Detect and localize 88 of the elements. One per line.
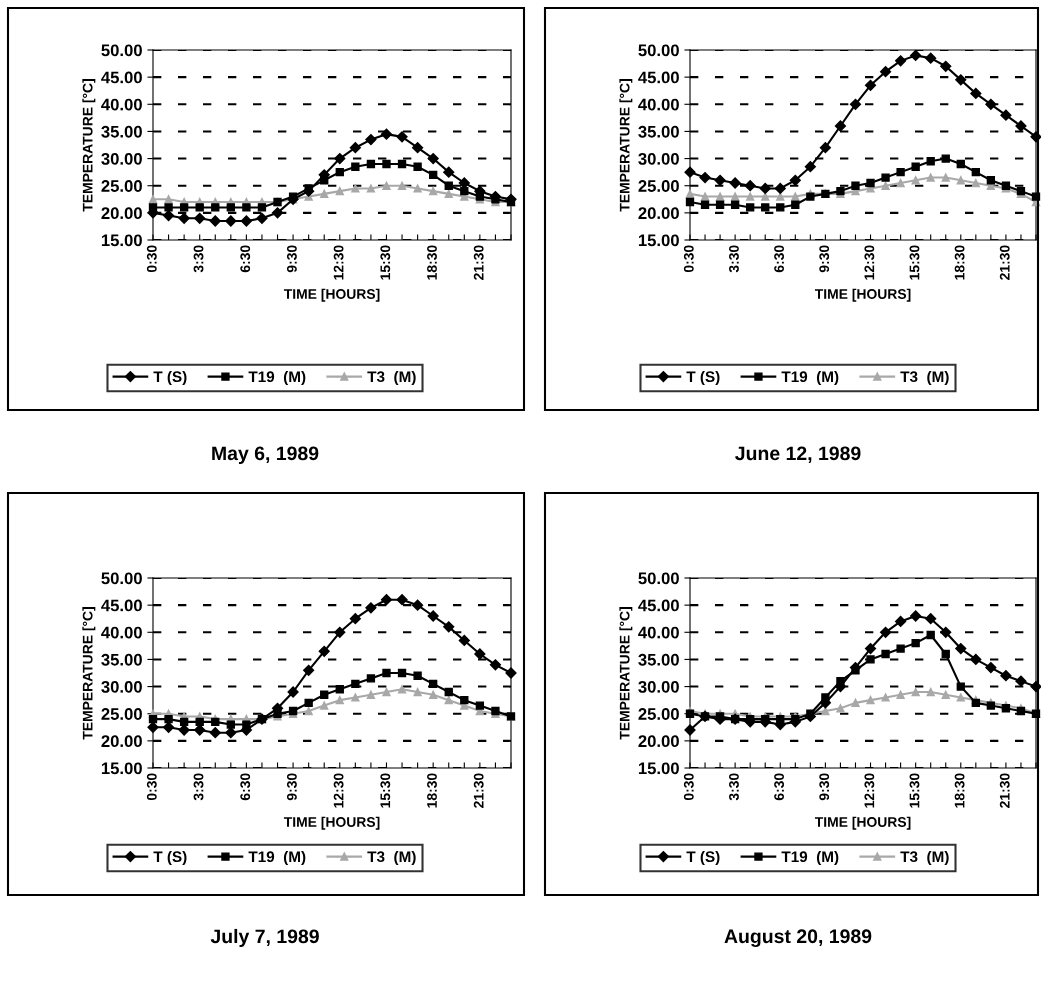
- y-tick-label: 15.00: [638, 234, 679, 247]
- x-tick-label: 15:30: [380, 245, 391, 280]
- y-tick-label: 40.00: [638, 626, 679, 639]
- y-tick-label: 30.00: [101, 680, 142, 693]
- x-tick-label: 0:30: [146, 773, 157, 801]
- x-tick-label: 21:30: [999, 773, 1010, 808]
- x-tick-label: 3:30: [193, 773, 204, 801]
- x-tick-label: 9:30: [286, 245, 297, 273]
- x-tick-label: 3:30: [729, 773, 739, 801]
- y-tick-label: 15.00: [101, 234, 142, 247]
- x-tick-label: 0:30: [683, 245, 694, 273]
- legend-label: T3 (M): [367, 850, 416, 866]
- text: June 12, 1989: [735, 446, 861, 464]
- x-tick-label: 21:30: [473, 773, 484, 808]
- y-tick-label: 45.00: [101, 71, 142, 84]
- y-axis-title: TEMPERATURE [°C]: [82, 79, 96, 212]
- y-tick-label: 50.00: [638, 572, 679, 585]
- x-tick-label: 6:30: [774, 245, 785, 273]
- x-tick-label: 3:30: [729, 245, 739, 273]
- y-tick-label: 25.00: [638, 708, 679, 720]
- y-tick-label: 20.00: [638, 207, 679, 220]
- legend-label: T19 (M): [781, 370, 839, 386]
- y-tick-label: 30.00: [101, 152, 142, 165]
- y-tick-label: 45.00: [638, 599, 679, 612]
- x-tick-label: 18:30: [954, 773, 965, 808]
- y-tick-label: 35.00: [638, 125, 679, 138]
- legend-label: T (S): [153, 370, 187, 386]
- x-tick-label: 18:30: [427, 245, 437, 280]
- x-tick-label: 0:30: [146, 245, 157, 273]
- y-tick-label: 50.00: [101, 572, 142, 585]
- x-axis-title: TIME [HOURS]: [814, 288, 911, 302]
- legend-label: T (S): [686, 370, 720, 386]
- x-tick-label: 12:30: [864, 245, 875, 280]
- x-tick-label: 18:30: [954, 245, 965, 280]
- x-tick-label: 0:30: [683, 773, 694, 801]
- x-tick-label: 12:30: [333, 773, 344, 808]
- y-axis-title: TEMPERATURE [°C]: [619, 607, 633, 740]
- text: July 7, 1989: [210, 928, 319, 948]
- y-tick-label: 50.00: [638, 44, 679, 57]
- y-tick-label: 25.00: [101, 708, 142, 720]
- y-tick-label: 45.00: [638, 71, 679, 84]
- x-tick-label: 15:30: [909, 245, 920, 280]
- x-tick-label: 6:30: [774, 773, 785, 801]
- y-tick-label: 40.00: [638, 98, 679, 111]
- legend-label: T19 (M): [781, 850, 839, 866]
- legend-label: T (S): [153, 850, 187, 866]
- legend-label: T (S): [686, 850, 720, 866]
- y-tick-label: 20.00: [101, 735, 142, 748]
- y-tick-label: 25.00: [638, 180, 679, 192]
- x-tick-label: 18:30: [427, 773, 437, 808]
- y-tick-label: 45.00: [101, 599, 142, 612]
- y-tick-label: 35.00: [638, 653, 679, 666]
- y-tick-label: 50.00: [101, 44, 142, 57]
- x-tick-label: 3:30: [193, 245, 204, 273]
- y-axis-title: TEMPERATURE [°C]: [82, 607, 96, 740]
- x-tick-label: 15:30: [909, 773, 920, 808]
- y-tick-label: 30.00: [638, 680, 679, 693]
- y-tick-label: 35.00: [101, 125, 142, 138]
- x-tick-label: 21:30: [473, 245, 484, 280]
- legend-label: T3 (M): [367, 370, 416, 386]
- legend-label: T3 (M): [900, 850, 949, 866]
- x-tick-label: 9:30: [819, 773, 830, 801]
- y-tick-label: 25.00: [101, 180, 142, 192]
- y-tick-label: 20.00: [101, 207, 142, 220]
- x-tick-label: 9:30: [819, 245, 830, 273]
- text: May 6, 1989: [212, 446, 319, 465]
- y-tick-label: 35.00: [101, 653, 142, 666]
- x-tick-label: 12:30: [333, 245, 344, 280]
- y-axis-title: TEMPERATURE [°C]: [619, 79, 633, 212]
- y-tick-label: 15.00: [638, 762, 679, 775]
- x-axis-title: TIME [HOURS]: [814, 816, 911, 830]
- x-axis-title: TIME [HOURS]: [283, 816, 380, 830]
- legend-label: T3 (M): [900, 370, 949, 386]
- x-tick-label: 9:30: [286, 773, 297, 801]
- x-tick-label: 12:30: [864, 773, 875, 808]
- y-tick-label: 20.00: [638, 735, 679, 748]
- legend-label: T19 (M): [248, 370, 306, 386]
- legend-label: T19 (M): [248, 850, 306, 866]
- x-tick-label: 6:30: [240, 773, 251, 801]
- y-tick-label: 40.00: [101, 98, 142, 111]
- text: August 20, 1989: [724, 929, 872, 948]
- y-tick-label: 40.00: [101, 626, 142, 639]
- x-tick-label: 21:30: [999, 245, 1010, 280]
- y-tick-label: 15.00: [101, 762, 142, 775]
- y-tick-label: 30.00: [638, 152, 679, 165]
- x-axis-title: TIME [HOURS]: [283, 288, 380, 302]
- x-tick-label: 15:30: [380, 773, 391, 808]
- x-tick-label: 6:30: [240, 245, 251, 273]
